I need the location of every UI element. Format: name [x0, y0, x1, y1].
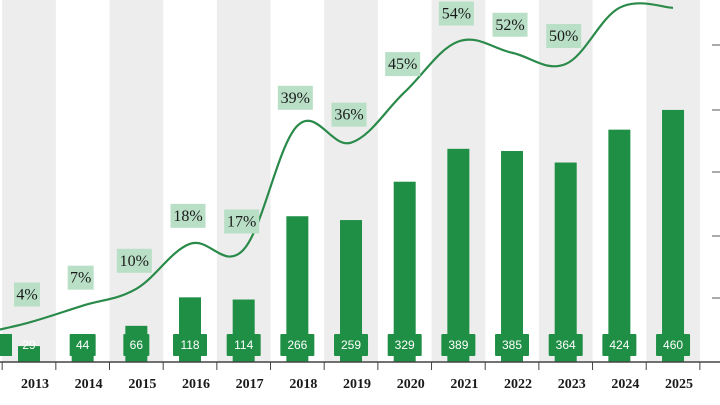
bar-label-box-2015	[123, 334, 150, 356]
bar-label-box-2019	[334, 334, 369, 356]
x-tick-label-2017: 2017	[236, 377, 264, 392]
pct-label-box-2020	[385, 52, 421, 77]
bar-value-2017: 114	[234, 338, 253, 352]
x-tick-label-2023: 2023	[558, 377, 586, 392]
pct-label-box-2014	[67, 265, 94, 290]
bar-value-2015: 66	[130, 338, 144, 352]
bar-2025	[662, 109, 685, 362]
pct-value-2015: 10%	[120, 253, 149, 270]
bar-value-2019: 259	[341, 338, 361, 352]
pct-value-2020: 45%	[388, 56, 417, 73]
pct-value-2023: 50%	[549, 28, 578, 45]
pct-label-box-2015	[116, 248, 152, 273]
bar-value-2022: 385	[502, 338, 522, 352]
x-axis: 2013 2014 2015 2016 2017 2018 2019 2020 2021 2022…	[0, 361, 720, 392]
bar-label-box-2018	[280, 334, 315, 356]
x-tick-label-2020: 2020	[397, 377, 425, 392]
growth-line	[0, 2, 674, 331]
bar-2024	[608, 129, 631, 362]
bar-2013	[18, 346, 40, 362]
stripe-2013	[2, 0, 56, 362]
line-series	[0, 2, 674, 331]
bar-label-box-2017	[226, 334, 261, 356]
bar-2018	[286, 216, 309, 362]
pct-label-box-2018	[277, 85, 313, 110]
pct-value-2016: 18%	[173, 208, 202, 225]
bar-value-2021: 389	[448, 338, 468, 352]
bar-value-labels: 29 44 66 118 114 266 259 329 389 385 364 424 460	[0, 334, 691, 356]
pct-value-2013: 4%	[16, 287, 37, 304]
pct-label-box-2017	[224, 209, 260, 234]
stripe-2015	[109, 0, 164, 362]
pct-label-box-2016	[170, 203, 206, 228]
bar-label-box-2022	[495, 334, 530, 356]
line-value-labels: 4%7%10%18%17%39%36%45%54%52%50%60%60%	[14, 1, 582, 307]
bar-2022	[501, 151, 524, 362]
bar-label-box-2020	[387, 334, 422, 356]
x-tick-label-2019: 2019	[343, 377, 371, 392]
bar-2020	[393, 181, 416, 362]
pct-label-box-2021	[438, 1, 474, 26]
bar-value-2013: 29	[22, 338, 36, 352]
pct-label-box-2023	[546, 24, 582, 48]
bar-value-2020: 329	[395, 338, 415, 352]
bar-label-box-2024	[602, 334, 637, 356]
bar-value-2024: 424	[609, 338, 629, 352]
pct-value-2017: 17%	[227, 213, 256, 230]
bar-value-2025: 460	[663, 338, 683, 352]
pct-label-box-2019	[331, 102, 367, 127]
x-tick-label-2024: 2024	[611, 377, 639, 392]
bar-series	[18, 109, 685, 362]
right-axis-ticks	[712, 44, 720, 299]
pct-label-box-2013	[14, 282, 40, 307]
bar-label-box-2016	[173, 334, 208, 356]
x-tick-label-2018: 2018	[289, 377, 317, 392]
bar-value-2016: 118	[180, 338, 199, 352]
pct-value-2014: 7%	[70, 270, 91, 287]
x-tick-label-2013: 2013	[21, 377, 49, 392]
pct-value-2018: 39%	[281, 90, 310, 107]
bar-value-2023: 364	[556, 338, 576, 352]
x-tick-label-2025: 2025	[665, 377, 693, 392]
pct-value-2021: 54%	[442, 6, 471, 23]
x-tick-label-2016: 2016	[182, 377, 210, 392]
bar-2019	[340, 220, 363, 362]
bar-2021	[447, 148, 470, 362]
bar-label-box-2014	[69, 334, 96, 356]
bar-value-2018: 266	[287, 338, 307, 352]
pct-value-2019: 36%	[334, 107, 363, 124]
bar-2023	[554, 162, 577, 362]
pct-value-2022: 52%	[495, 17, 524, 34]
x-tick-label-2022: 2022	[504, 377, 532, 392]
x-tick-label-2015: 2015	[128, 377, 156, 392]
pct-label-box-2022	[492, 12, 528, 37]
bar-label-box-2025	[656, 334, 691, 356]
x-tick-label-2014: 2014	[75, 377, 103, 392]
x-tick-label-2021: 2021	[450, 377, 478, 392]
bar-label-box-2023	[548, 334, 583, 356]
bar-label-box-2013	[0, 334, 12, 356]
bar-label-box-2021	[441, 334, 476, 356]
bar-value-2014: 44	[76, 338, 90, 352]
